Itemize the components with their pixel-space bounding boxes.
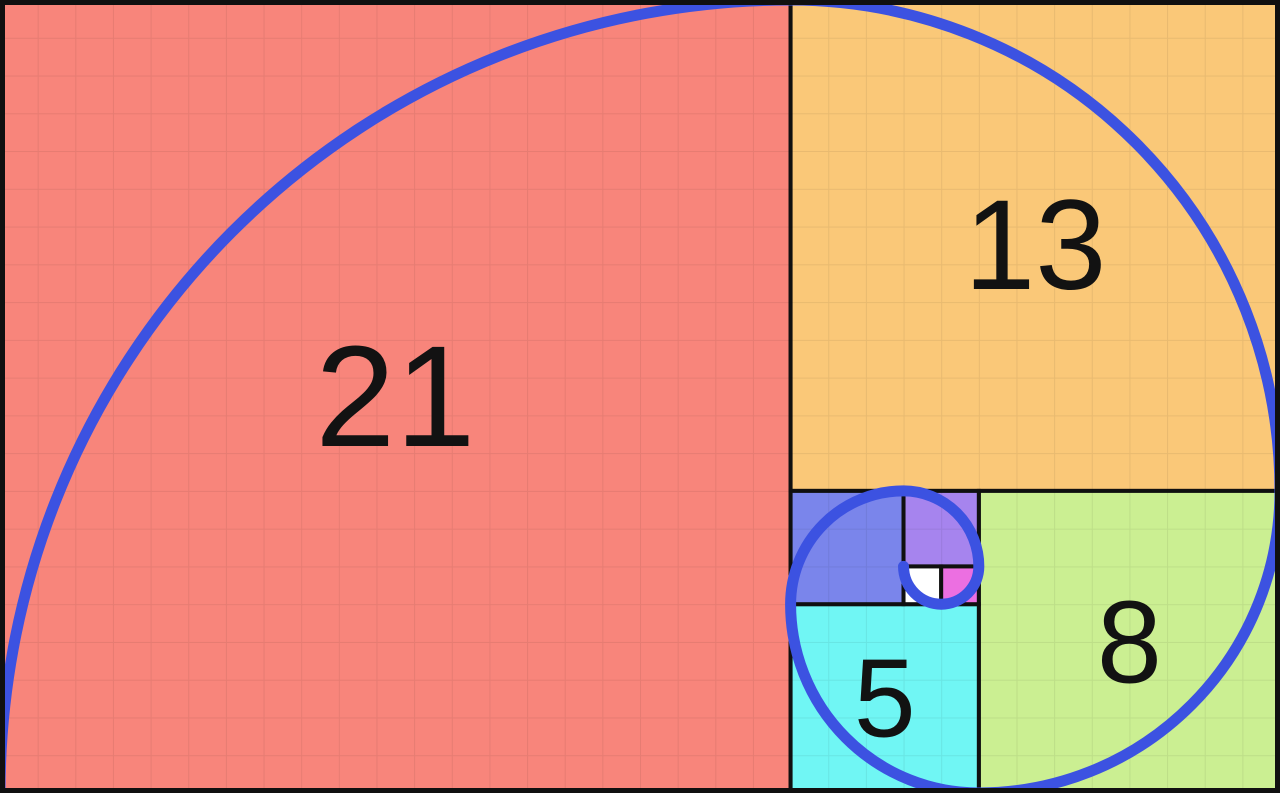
square-label-13: 13 xyxy=(964,174,1106,317)
square-label-8: 8 xyxy=(1097,576,1162,707)
labels-layer: 21 13 8 5 xyxy=(315,174,1162,761)
square-label-21: 21 xyxy=(315,316,475,477)
square-label-5: 5 xyxy=(854,637,916,761)
